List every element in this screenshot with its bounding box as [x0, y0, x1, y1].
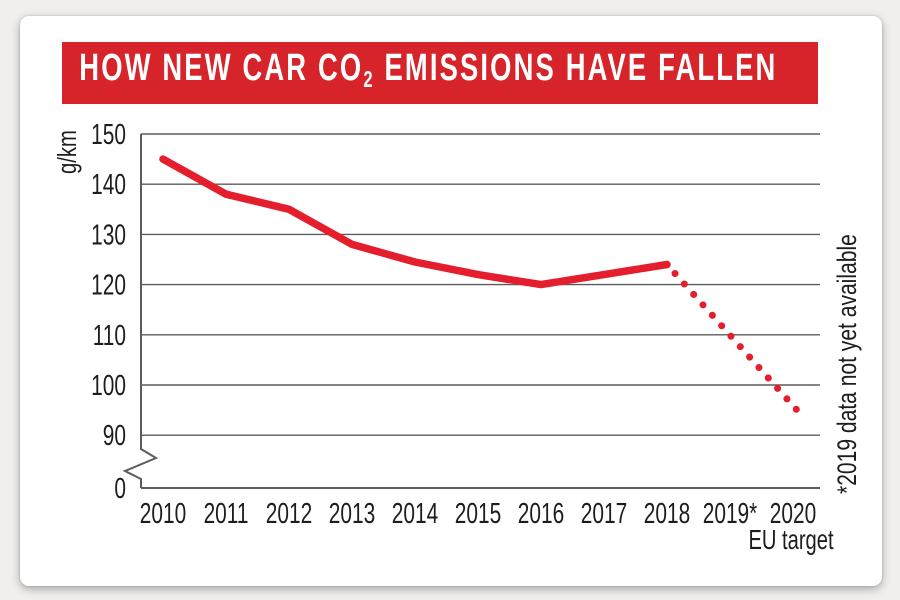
x-tick-label-2010: 2010	[140, 498, 186, 530]
y-tick-label-90: 90	[103, 420, 126, 452]
gridlines-group	[141, 133, 820, 436]
y-axis-unit-label: g/km	[53, 130, 82, 174]
axes-group	[122, 134, 820, 489]
chart-title-post: EMISSIONS HAVE FALLEN	[374, 46, 778, 89]
x-tick-label-2011: 2011	[204, 498, 249, 530]
chart-title-subscript: 2	[363, 65, 375, 92]
chart-card	[20, 16, 882, 586]
y-tick-label-120: 120	[91, 269, 126, 301]
x-tick-label-2014: 2014	[392, 498, 438, 530]
y-tick-label-110: 110	[93, 320, 126, 352]
co2-projection-dotted-line	[671, 270, 801, 414]
y-tick-label-150: 150	[91, 119, 126, 151]
footnote-2019-annotation: *2019 data not yet available	[833, 234, 863, 494]
x-tick-label-2018: 2018	[644, 498, 690, 530]
chart-title-pre: HOW NEW CAR CO	[79, 46, 364, 89]
co2-actual-line	[159, 155, 671, 289]
x-tick-label-2016: 2016	[518, 498, 564, 530]
title-banner: HOW NEW CAR CO2 EMISSIONS HAVE FALLEN	[62, 42, 818, 104]
y-tick-label-100: 100	[91, 370, 126, 402]
x-tick-label-2013: 2013	[329, 498, 375, 530]
x-tick-label-2017: 2017	[581, 498, 627, 530]
labels-group: 150 140 130 120 110 100 90 0 2010 2011 2012 2013 201…	[91, 119, 816, 530]
series-group	[159, 155, 801, 414]
y-tick-label-140: 140	[91, 169, 126, 201]
x-tick-label-2015: 2015	[455, 498, 501, 530]
y-tick-label-0: 0	[114, 473, 126, 505]
y-axis-line-with-break	[122, 134, 159, 488]
x-tick-label-2020: 2020	[770, 498, 816, 530]
eu-target-label: EU target	[748, 525, 833, 556]
x-tick-label-2019: 2019*	[703, 498, 758, 530]
chart-title: HOW NEW CAR CO2 EMISSIONS HAVE FALLEN	[62, 37, 777, 110]
x-tick-label-2012: 2012	[266, 498, 312, 530]
y-tick-label-130: 130	[91, 219, 126, 251]
